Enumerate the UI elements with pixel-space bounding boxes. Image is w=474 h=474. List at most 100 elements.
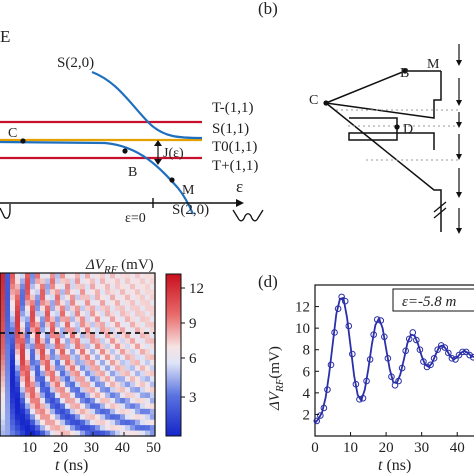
heatmap-cell bbox=[115, 300, 121, 307]
heatmap-cell bbox=[120, 354, 126, 361]
heatmap-cell bbox=[50, 300, 56, 307]
heatmap-cell bbox=[120, 370, 126, 377]
heatmap-cell bbox=[45, 311, 51, 318]
heatmap-cell bbox=[90, 332, 96, 339]
pulse-point-b-label: B bbox=[400, 66, 409, 81]
heatmap-cell bbox=[0, 425, 6, 432]
heatmap-cell bbox=[110, 403, 116, 410]
heatmap-cell bbox=[70, 278, 76, 285]
heatmap-cell bbox=[150, 397, 156, 404]
heatmap-cell bbox=[130, 300, 136, 307]
heatmap-cell bbox=[150, 387, 156, 394]
heatmap-cell bbox=[85, 397, 91, 404]
heatmap-cell bbox=[75, 311, 81, 318]
heatmap-cell bbox=[30, 316, 36, 323]
heatmap-cell bbox=[40, 278, 46, 285]
heatmap-cell bbox=[140, 425, 146, 432]
axis-break-1 bbox=[433, 201, 447, 213]
heatmap-cell bbox=[55, 289, 61, 296]
heatmap-cell bbox=[105, 273, 111, 280]
heatmap-cell bbox=[80, 414, 86, 421]
heatmap-cell bbox=[35, 392, 41, 399]
heatmap-cell bbox=[50, 321, 56, 328]
heatmap-cell bbox=[25, 289, 31, 296]
heatmap-cell bbox=[100, 349, 106, 356]
heatmap-cell bbox=[55, 321, 61, 328]
heatmap-cell bbox=[115, 403, 121, 410]
heatmap-cell bbox=[85, 338, 91, 345]
heatmap-cell bbox=[10, 305, 16, 312]
heatmap-cell bbox=[110, 343, 116, 350]
heatmap-cell bbox=[115, 283, 121, 290]
heatmap-cell bbox=[150, 327, 156, 334]
heatmap-cell bbox=[110, 316, 116, 323]
plot-area bbox=[313, 293, 474, 425]
heatmap-cell bbox=[105, 359, 111, 366]
heatmap-cell bbox=[0, 283, 6, 290]
heatmap-cell bbox=[80, 283, 86, 290]
heatmap-cell bbox=[75, 294, 81, 301]
heatmap-cell bbox=[70, 294, 76, 301]
heatmap-cell bbox=[25, 300, 31, 307]
heatmap-cell bbox=[80, 321, 86, 328]
heatmap-cell bbox=[5, 349, 11, 356]
heatmap-cell bbox=[0, 278, 6, 285]
heatmap-cell bbox=[125, 414, 131, 421]
heatmap-cell bbox=[100, 343, 106, 350]
heatmap-cell bbox=[145, 376, 151, 383]
point-b-label: B bbox=[128, 165, 137, 180]
heatmap-cell bbox=[90, 273, 96, 280]
heatmap-cell bbox=[75, 387, 81, 394]
heatmap-cell bbox=[120, 430, 126, 437]
heatmap-cell bbox=[115, 419, 121, 426]
heatmap-cell bbox=[70, 332, 76, 339]
heatmap-cell bbox=[70, 283, 76, 290]
heatmap-cell bbox=[70, 305, 76, 312]
heatmap-cell bbox=[80, 349, 86, 356]
heatmap-cell bbox=[95, 425, 101, 432]
heatmap-cell bbox=[120, 278, 126, 285]
heatmap-cell bbox=[90, 419, 96, 426]
heatmap-cell bbox=[90, 376, 96, 383]
heatmap-cell bbox=[65, 408, 71, 415]
heatmap-cell bbox=[40, 338, 46, 345]
heatmap-cell bbox=[5, 332, 11, 339]
heatmap-cell bbox=[85, 425, 91, 432]
heatmap-cell bbox=[65, 273, 71, 280]
heatmap-cell bbox=[105, 392, 111, 399]
heatmap-cell bbox=[45, 283, 51, 290]
data-point bbox=[345, 322, 353, 330]
heatmap-cell bbox=[10, 294, 16, 301]
heatmap-cell bbox=[145, 311, 151, 318]
pulse-point-d-label: D bbox=[403, 122, 413, 137]
heatmap-cell bbox=[30, 300, 36, 307]
heatmap-cell bbox=[70, 408, 76, 415]
pulse-point-c bbox=[323, 100, 329, 106]
heatmap-cell bbox=[70, 354, 76, 361]
heatmap-cell bbox=[85, 370, 91, 377]
heatmap-cell bbox=[70, 273, 76, 280]
heatmap-cell bbox=[150, 370, 156, 377]
point-c-label: C bbox=[8, 126, 17, 141]
heatmap-cell bbox=[40, 349, 46, 356]
heatmap-cell bbox=[70, 387, 76, 394]
heatmap-cell bbox=[70, 338, 76, 345]
detuning-axis-arrow bbox=[236, 199, 244, 207]
heatmap-cell bbox=[140, 397, 146, 404]
heatmap-cell bbox=[80, 273, 86, 280]
heatmap-cell bbox=[30, 327, 36, 334]
heatmap-cell bbox=[85, 403, 91, 410]
heatmap-cell bbox=[85, 332, 91, 339]
heatmap-cell bbox=[15, 414, 21, 421]
heatmap-cell bbox=[135, 332, 141, 339]
heatmap-cell bbox=[95, 397, 101, 404]
heatmap-cell bbox=[30, 397, 36, 404]
heatmap-cell bbox=[120, 311, 126, 318]
heatmap-cell bbox=[20, 408, 26, 415]
heatmap-cell bbox=[35, 387, 41, 394]
heatmap-cell bbox=[25, 294, 31, 301]
heatmap-cell bbox=[60, 403, 66, 410]
data-point bbox=[455, 351, 463, 359]
heatmap-cell bbox=[120, 392, 126, 399]
